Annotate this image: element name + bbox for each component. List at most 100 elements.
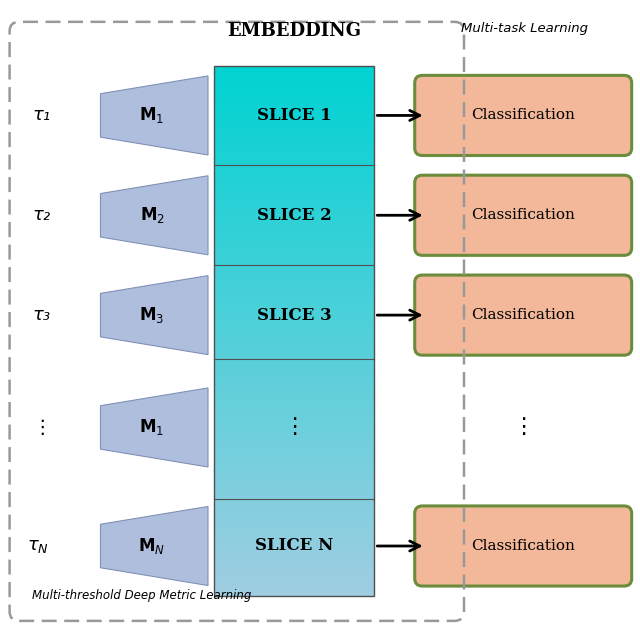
Bar (214, 516, 374, 519)
Bar (214, 344, 374, 347)
Bar (214, 381, 374, 384)
Bar (214, 588, 374, 590)
Text: Classification: Classification (471, 208, 575, 222)
Bar (214, 296, 374, 299)
Bar (214, 95, 374, 97)
Bar (214, 206, 374, 208)
Bar (214, 320, 374, 323)
Bar (214, 195, 374, 198)
Bar (214, 71, 374, 74)
Bar (214, 79, 374, 82)
Text: SLICE N: SLICE N (255, 537, 333, 555)
Bar (214, 190, 374, 193)
Bar (214, 66, 374, 596)
Bar (214, 331, 374, 333)
Bar (214, 161, 374, 163)
Text: Classification: Classification (471, 539, 575, 553)
Bar (214, 246, 374, 248)
Bar (214, 527, 374, 530)
Bar (214, 378, 374, 381)
Text: $\mathbf{M}_1$: $\mathbf{M}_1$ (140, 105, 164, 125)
Bar (214, 140, 374, 142)
Bar (214, 434, 374, 437)
Bar (214, 456, 374, 458)
Bar (214, 564, 374, 567)
Text: $\mathbf{M}_1$: $\mathbf{M}_1$ (140, 417, 164, 437)
Bar (214, 495, 374, 498)
Bar (214, 471, 374, 474)
Bar (214, 376, 374, 378)
Bar (214, 74, 374, 76)
FancyBboxPatch shape (415, 506, 632, 586)
Bar (214, 314, 374, 318)
Bar (214, 76, 374, 79)
Polygon shape (100, 388, 208, 467)
Text: Classification: Classification (471, 109, 575, 122)
Bar (214, 310, 374, 312)
Bar (214, 429, 374, 432)
Bar (214, 397, 374, 399)
Bar (214, 251, 374, 254)
Bar (214, 222, 374, 225)
Bar (214, 479, 374, 482)
Bar (214, 590, 374, 593)
Bar (214, 225, 374, 227)
Bar (214, 477, 374, 479)
Bar (214, 294, 374, 296)
Bar (214, 505, 374, 509)
Bar (214, 386, 374, 389)
Bar (214, 119, 374, 121)
Text: SLICE 1: SLICE 1 (257, 107, 332, 124)
Bar (214, 323, 374, 326)
Bar (214, 500, 374, 503)
Bar (214, 201, 374, 203)
Bar (214, 68, 374, 71)
Bar (214, 127, 374, 129)
Bar (214, 567, 374, 569)
Bar (214, 328, 374, 331)
Bar (214, 267, 374, 270)
Text: τ₁: τ₁ (33, 107, 51, 124)
Bar (214, 411, 374, 413)
Bar (214, 208, 374, 212)
Bar (214, 105, 374, 108)
Polygon shape (100, 176, 208, 255)
Bar (214, 352, 374, 354)
Bar (214, 66, 374, 68)
Bar (214, 280, 374, 283)
Bar (214, 535, 374, 537)
Text: τ₂: τ₂ (33, 207, 51, 224)
Bar (214, 92, 374, 95)
Bar (214, 325, 374, 328)
Bar (214, 193, 374, 195)
Bar (214, 421, 374, 424)
Bar (214, 585, 374, 588)
Bar (214, 307, 374, 310)
Bar (214, 405, 374, 407)
Bar (214, 559, 374, 562)
Bar (214, 487, 374, 490)
Bar (214, 230, 374, 233)
Bar (214, 158, 374, 161)
Bar (214, 259, 374, 262)
Bar (214, 416, 374, 418)
Bar (214, 82, 374, 84)
Bar (214, 373, 374, 376)
Bar (214, 572, 374, 575)
Bar (214, 262, 374, 265)
Bar (214, 275, 374, 278)
Text: τ₃: τ₃ (33, 306, 51, 324)
Text: EMBEDDING: EMBEDDING (227, 22, 362, 40)
Bar (214, 575, 374, 577)
Bar (214, 272, 374, 275)
Bar (214, 556, 374, 559)
Bar (214, 511, 374, 514)
Bar (214, 217, 374, 219)
Text: ⋮: ⋮ (32, 418, 51, 437)
Bar (214, 363, 374, 365)
Bar (214, 142, 374, 145)
Bar (214, 129, 374, 132)
Bar (214, 503, 374, 505)
Bar (214, 145, 374, 148)
Bar (214, 270, 374, 272)
